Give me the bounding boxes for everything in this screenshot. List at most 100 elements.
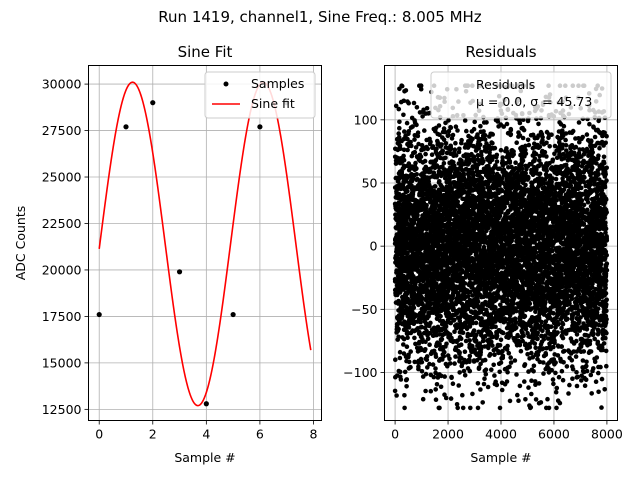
- residual-point: [522, 342, 528, 348]
- residual-point: [537, 311, 542, 317]
- residuals-plot-area: [392, 83, 610, 411]
- residual-point: [553, 389, 559, 395]
- residual-point: [457, 351, 462, 357]
- residual-point: [452, 361, 457, 366]
- residual-point: [527, 319, 532, 325]
- residual-point: [517, 383, 523, 389]
- residual-point: [529, 391, 534, 397]
- residual-point: [550, 239, 555, 245]
- residual-point: [416, 141, 421, 147]
- residual-point: [433, 370, 438, 376]
- residual-point: [471, 194, 477, 200]
- sine-fit-ticks: 0 2 4 6 812500150001750020000225002500027500…: [42, 77, 318, 442]
- residual-point: [603, 230, 608, 235]
- residual-point: [427, 342, 432, 348]
- residual-point: [528, 405, 533, 411]
- residual-point: [460, 392, 465, 398]
- residual-point: [514, 372, 519, 377]
- residual-point: [495, 187, 500, 192]
- residual-point: [412, 359, 418, 365]
- residual-point: [574, 383, 580, 389]
- residual-point: [559, 156, 565, 162]
- residual-point: [529, 161, 534, 167]
- residual-point: [574, 332, 580, 337]
- residual-point: [446, 128, 452, 134]
- residual-point: [504, 379, 510, 384]
- residual-point: [498, 302, 503, 308]
- residual-point: [599, 405, 604, 410]
- residual-point: [518, 153, 523, 158]
- residual-point: [555, 319, 560, 325]
- sine-fit-xtick-label: 0: [95, 427, 103, 442]
- residual-point: [570, 128, 576, 134]
- residual-point: [595, 140, 600, 146]
- residual-point: [546, 370, 552, 375]
- residual-point: [430, 145, 435, 150]
- residual-point: [573, 354, 579, 359]
- residual-point: [550, 377, 556, 382]
- residual-point: [465, 366, 471, 371]
- residual-point: [592, 336, 597, 342]
- residual-point: [580, 358, 586, 363]
- residual-point: [557, 400, 563, 406]
- residual-point: [450, 190, 456, 195]
- residual-point: [481, 120, 487, 125]
- residual-point: [406, 129, 412, 134]
- residual-point: [496, 350, 501, 356]
- residual-point: [433, 397, 439, 403]
- residual-point: [433, 387, 439, 392]
- residual-point: [515, 332, 520, 338]
- residual-point: [470, 320, 476, 326]
- residual-point: [590, 332, 596, 338]
- residual-point: [480, 400, 486, 405]
- residual-point: [396, 131, 402, 136]
- residual-point: [401, 112, 406, 118]
- residual-point: [561, 187, 567, 192]
- residuals-title: Residuals: [465, 43, 536, 61]
- residual-point: [498, 337, 504, 343]
- residual-point: [527, 356, 532, 361]
- residual-point: [405, 335, 410, 341]
- residual-point: [595, 339, 601, 345]
- sine-fit-legend: Samples Sine fit: [204, 71, 316, 119]
- residual-point: [430, 362, 436, 367]
- residual-point: [516, 130, 521, 135]
- residual-point: [526, 385, 531, 390]
- residual-point: [474, 332, 479, 338]
- residual-point: [553, 370, 558, 376]
- sine-fit-ytick-label: 17500: [42, 309, 82, 324]
- residual-point: [394, 393, 399, 398]
- residual-point: [508, 360, 514, 365]
- residual-point: [497, 166, 503, 171]
- figure-suptitle: Run 1419, channel1, Sine Freq.: 8.005 MH…: [158, 8, 482, 26]
- residual-point: [590, 319, 596, 324]
- residual-point: [510, 153, 515, 159]
- residual-point: [500, 330, 506, 336]
- residual-point: [533, 382, 538, 388]
- sine-fit-xtick-label: 6: [256, 427, 264, 442]
- residual-point: [575, 374, 581, 380]
- residual-point: [417, 110, 423, 115]
- residual-point: [470, 391, 475, 397]
- residual-point: [462, 118, 468, 123]
- residual-point: [576, 160, 581, 165]
- residual-point: [492, 352, 497, 358]
- residual-point: [512, 358, 518, 363]
- residual-point: [437, 318, 443, 323]
- residual-point: [467, 338, 473, 343]
- residual-point: [555, 343, 561, 349]
- residual-point: [428, 388, 434, 394]
- residual-point: [558, 122, 564, 127]
- residual-point: [578, 336, 584, 342]
- residual-point: [599, 376, 605, 382]
- residual-point: [421, 107, 426, 113]
- residual-point: [438, 155, 443, 161]
- sine-fit-xlabel: Sample #: [174, 450, 235, 465]
- residual-point: [541, 360, 546, 365]
- residual-point: [594, 355, 600, 360]
- residual-point: [504, 146, 509, 151]
- sine-fit-axes: Sine Fit 0 2 4 6 812500150001750020000225002…: [13, 43, 322, 465]
- residual-point: [490, 132, 496, 137]
- residual-point: [578, 315, 583, 320]
